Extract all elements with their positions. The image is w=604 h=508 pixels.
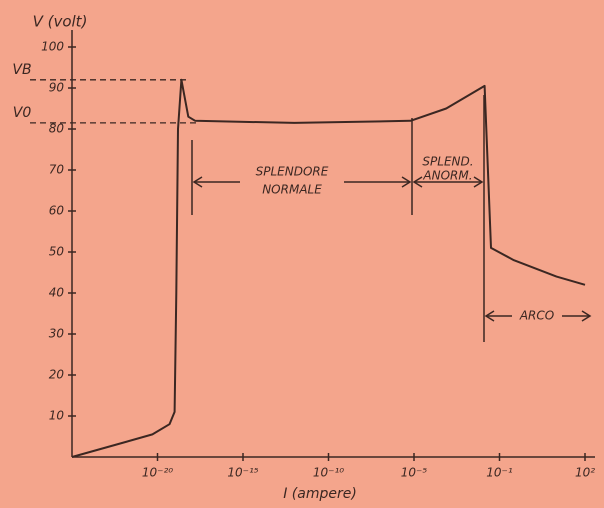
reference-label: VB	[12, 62, 31, 78]
annotation: NORMALE	[262, 183, 322, 197]
y-tick-label: 30	[49, 327, 65, 341]
y-tick-label: 70	[49, 163, 65, 177]
y-tick-label: 10	[49, 409, 65, 423]
label-bg	[240, 164, 344, 200]
label-bg	[512, 306, 562, 326]
y-tick-label: 60	[49, 204, 65, 218]
annotation: ANORM.	[422, 169, 472, 183]
x-tick-label: 10⁻¹	[486, 466, 513, 480]
x-tick-label: 10⁻²⁰	[142, 466, 173, 480]
y-tick-label: 100	[41, 40, 64, 54]
reference-label: V0	[13, 105, 32, 121]
curve	[71, 78, 586, 458]
annotation: SPLENDORE	[256, 165, 329, 179]
x-axis-label: I (ampere)	[283, 486, 357, 502]
x-tick-label: 10⁻¹⁵	[227, 466, 258, 480]
arrow-head	[192, 176, 412, 188]
annotation: SPLEND.	[422, 155, 473, 169]
y-tick-label: 20	[49, 368, 65, 382]
x-tick-label: 10⁻¹⁰	[313, 466, 344, 480]
y-axis-label: V (volt)	[33, 13, 88, 31]
annotation: ARCO	[519, 309, 554, 323]
y-tick-label: 80	[49, 122, 65, 136]
y-tick-label: 50	[49, 245, 65, 259]
y-tick-label: 40	[49, 286, 65, 300]
arrow-head	[412, 176, 484, 188]
arrow-head	[484, 310, 592, 322]
x-tick-label: 10²	[575, 466, 595, 480]
x-tick-label: 10⁻⁵	[401, 466, 428, 480]
y-tick-label: 90	[49, 81, 65, 95]
